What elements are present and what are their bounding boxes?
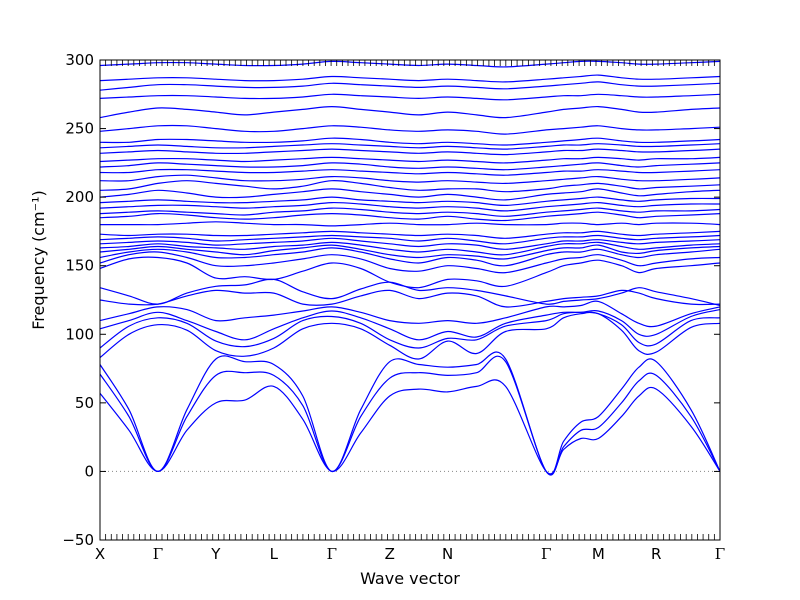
- optical-branch-line: [99, 148, 721, 156]
- optical-branch-line: [99, 93, 721, 101]
- optical-branch-line: [99, 309, 721, 341]
- x-tick-label: Γ: [327, 545, 337, 563]
- optical-branch-line: [99, 244, 721, 260]
- optical-branch-line: [100, 221, 721, 227]
- optical-branch-line: [99, 105, 721, 119]
- optical-branch-line: [99, 278, 721, 307]
- x-tick-label: L: [270, 545, 279, 563]
- acoustic-branch-line: [99, 355, 721, 476]
- optical-branch-line: [99, 230, 721, 239]
- y-tick-label: 100: [65, 325, 94, 343]
- optical-branch-line: [99, 168, 721, 176]
- y-tick-label: 300: [65, 51, 94, 69]
- optical-branch-line: [99, 162, 721, 171]
- optical-branch-line: [99, 174, 721, 185]
- optical-branch-line: [99, 196, 721, 207]
- optical-branch-line: [99, 60, 721, 68]
- x-tick-label: M: [592, 545, 605, 563]
- optical-branch-line: [99, 237, 721, 250]
- band-lines: [99, 60, 721, 476]
- optical-branch-line: [99, 207, 721, 217]
- optical-branch-line: [99, 156, 721, 164]
- x-tick-label: Γ: [715, 545, 725, 563]
- optical-branch-line: [99, 289, 721, 308]
- y-tick-label: 50: [75, 394, 94, 412]
- y-axis-title: Frequency (cm⁻¹): [29, 190, 48, 329]
- optical-branch-line: [99, 74, 721, 83]
- acoustic-branch-line: [99, 351, 721, 475]
- x-axis-title: Wave vector: [360, 569, 460, 588]
- optical-branch-line: [99, 180, 721, 193]
- y-tick-label: 200: [65, 188, 94, 206]
- y-tick-label: 250: [65, 120, 94, 138]
- y-tick-label: 150: [65, 257, 94, 275]
- optical-branch-line: [99, 124, 721, 135]
- x-tick-label: Γ: [153, 545, 163, 563]
- plot-frame: [99, 59, 721, 541]
- optical-branch-line: [99, 311, 721, 349]
- optical-branch-line: [99, 311, 721, 360]
- optical-branch-line: [99, 201, 721, 212]
- tick-marks: [99, 59, 721, 541]
- optical-branch-line: [99, 234, 721, 245]
- optical-branch-line: [99, 241, 721, 256]
- optical-branch-line: [99, 251, 721, 274]
- x-tick-label: Γ: [541, 545, 551, 563]
- x-tick-label: Z: [385, 545, 395, 563]
- optical-branch-line: [99, 211, 721, 222]
- x-tick-label: N: [442, 545, 453, 563]
- optical-branch-line: [99, 81, 721, 91]
- optical-branch-line: [99, 247, 721, 267]
- y-tick-label: −50: [62, 531, 94, 549]
- x-tick-label: X: [95, 545, 105, 563]
- y-tick-label: 0: [84, 462, 94, 480]
- x-tick-label: R: [651, 545, 661, 563]
- optical-branch-line: [99, 137, 721, 146]
- y-tick-labels: −50 0 50 100 150 200 250 300: [62, 51, 94, 549]
- x-tick-label: Y: [210, 545, 221, 563]
- optical-branch-line: [99, 256, 721, 289]
- optical-branch-line: [99, 300, 721, 328]
- acoustic-branch-line: [99, 379, 721, 475]
- optical-branch-line: [99, 143, 721, 150]
- optical-branch-line: [99, 188, 721, 201]
